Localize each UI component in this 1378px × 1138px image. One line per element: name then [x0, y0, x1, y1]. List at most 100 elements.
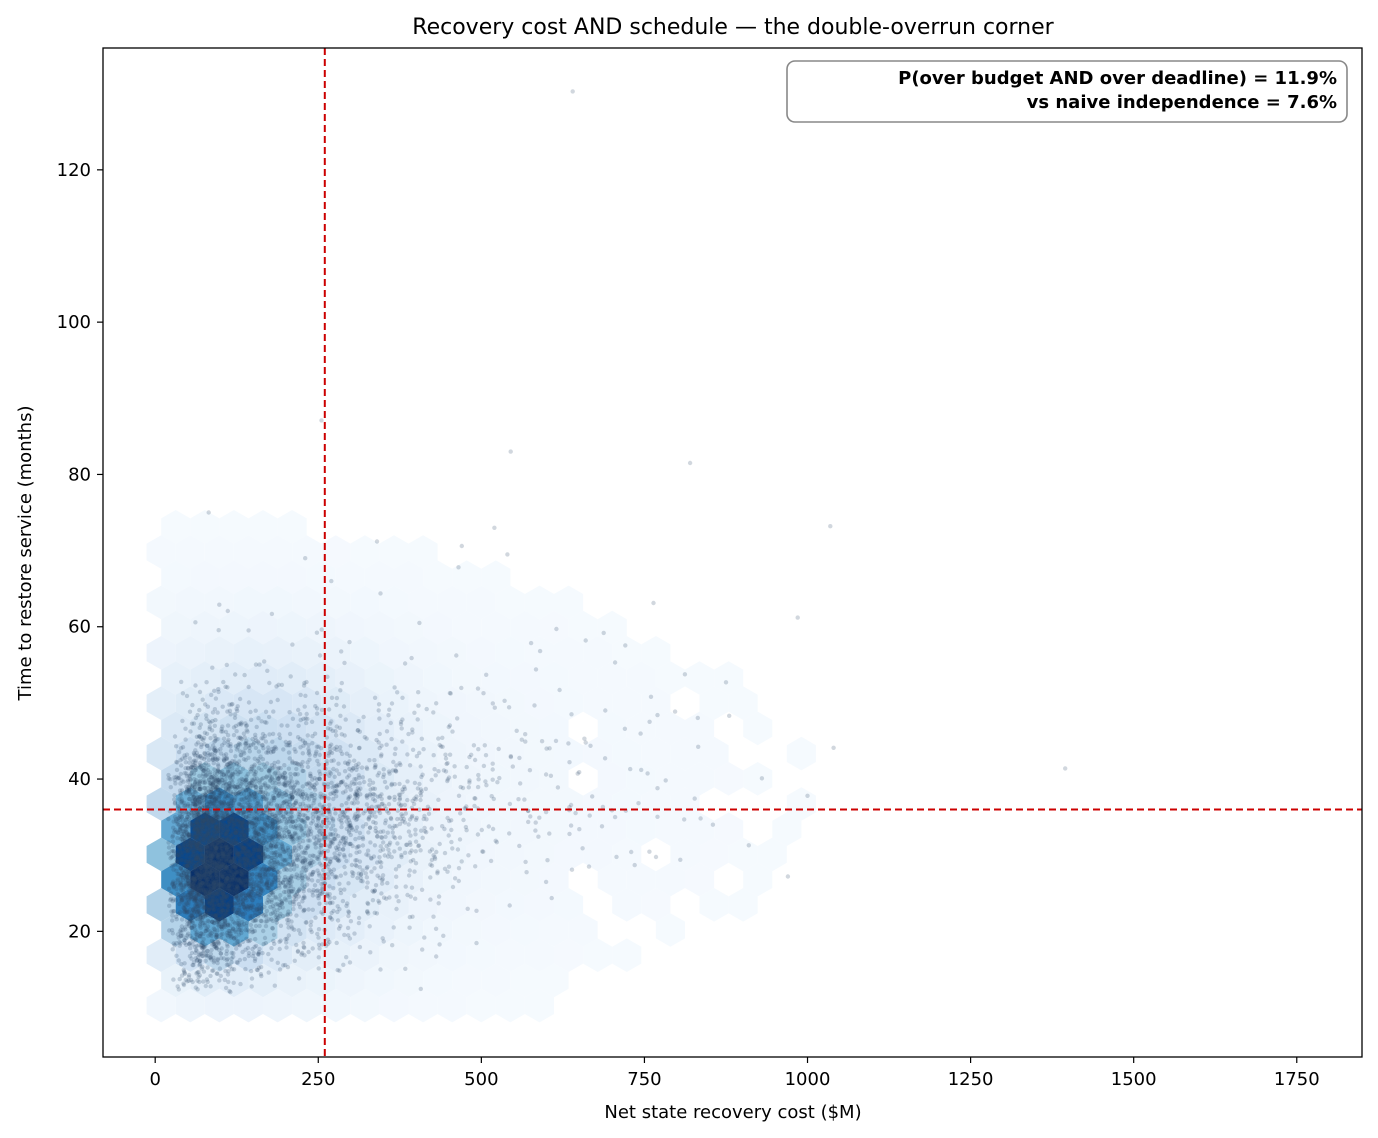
hexbin-cell [146, 636, 176, 670]
data-point [282, 790, 287, 796]
hexbin-cell [437, 938, 467, 972]
data-point [682, 817, 687, 822]
data-point [196, 909, 201, 914]
data-point [209, 819, 215, 824]
data-point [213, 819, 218, 824]
hexbin-cell [699, 736, 729, 771]
data-point [194, 873, 200, 879]
data-point [286, 888, 292, 894]
data-point [222, 913, 227, 918]
data-point [277, 870, 282, 875]
data-point [232, 712, 238, 717]
hexbin-cell [423, 913, 453, 947]
data-point [209, 797, 215, 802]
data-point [436, 736, 441, 741]
data-point [198, 843, 203, 848]
data-point [224, 662, 229, 668]
data-point [195, 829, 201, 835]
data-point [326, 751, 331, 756]
data-point [331, 796, 336, 802]
data-point [214, 872, 219, 878]
data-point [194, 930, 200, 935]
data-point [240, 939, 246, 944]
data-point [246, 950, 252, 956]
data-point [205, 845, 210, 850]
data-point [233, 672, 238, 677]
data-point [340, 898, 346, 904]
data-point [247, 890, 252, 895]
data-point [201, 821, 207, 826]
data-point [206, 816, 211, 821]
data-point [203, 928, 209, 934]
data-point [663, 778, 668, 783]
data-point [398, 816, 403, 821]
hexbin-cell [292, 585, 322, 620]
data-point [235, 921, 240, 926]
data-point [187, 954, 193, 959]
data-point [225, 608, 230, 614]
data-point [231, 813, 237, 818]
data-point [431, 853, 436, 858]
data-point [378, 864, 384, 870]
data-point [217, 777, 222, 783]
data-point [338, 818, 344, 823]
data-point [208, 954, 213, 960]
data-point [238, 863, 243, 868]
data-point [294, 799, 299, 804]
data-point [184, 773, 190, 779]
data-point [360, 879, 365, 884]
data-point [176, 852, 181, 857]
data-point [226, 743, 231, 748]
data-point [416, 843, 422, 848]
data-point [314, 822, 319, 827]
hexbin-cell [175, 585, 205, 620]
data-point [195, 886, 200, 891]
data-point [444, 761, 449, 767]
data-point [227, 846, 232, 852]
hexbin-cell [161, 963, 191, 998]
hexbin-cell [204, 837, 234, 872]
data-point [187, 896, 192, 901]
data-point [257, 873, 263, 878]
data-point [232, 885, 238, 890]
data-point [254, 879, 260, 884]
hexbin-cell [248, 711, 278, 746]
data-point [212, 829, 217, 834]
data-point [247, 804, 252, 810]
data-point [170, 843, 176, 849]
data-point [179, 853, 184, 858]
data-point [333, 832, 339, 837]
data-point [215, 762, 221, 767]
data-point [330, 841, 335, 846]
data-point [250, 946, 255, 952]
data-point [227, 821, 233, 827]
data-point [197, 963, 202, 968]
data-point [234, 792, 239, 797]
data-point [204, 863, 210, 868]
data-point [350, 843, 355, 849]
data-point [450, 729, 455, 734]
data-point [209, 859, 214, 864]
data-point [199, 848, 204, 854]
data-point [242, 850, 248, 856]
data-point [194, 943, 199, 949]
data-point [200, 921, 205, 926]
data-point [357, 830, 363, 836]
hexbin-cell [394, 762, 424, 796]
data-point [298, 905, 303, 910]
hexbin-cell [161, 560, 191, 594]
data-point [188, 890, 193, 895]
hexbin-cell [233, 837, 263, 872]
data-point [180, 835, 186, 840]
data-point [197, 809, 202, 814]
data-point [312, 731, 318, 736]
data-point [220, 889, 225, 894]
hexbin-cell [321, 736, 351, 771]
hexbin-cell [437, 636, 467, 670]
data-point [296, 723, 301, 728]
data-point [251, 880, 256, 885]
data-point [413, 861, 419, 866]
data-point [309, 821, 314, 826]
data-point [344, 826, 350, 832]
data-point [251, 764, 256, 769]
